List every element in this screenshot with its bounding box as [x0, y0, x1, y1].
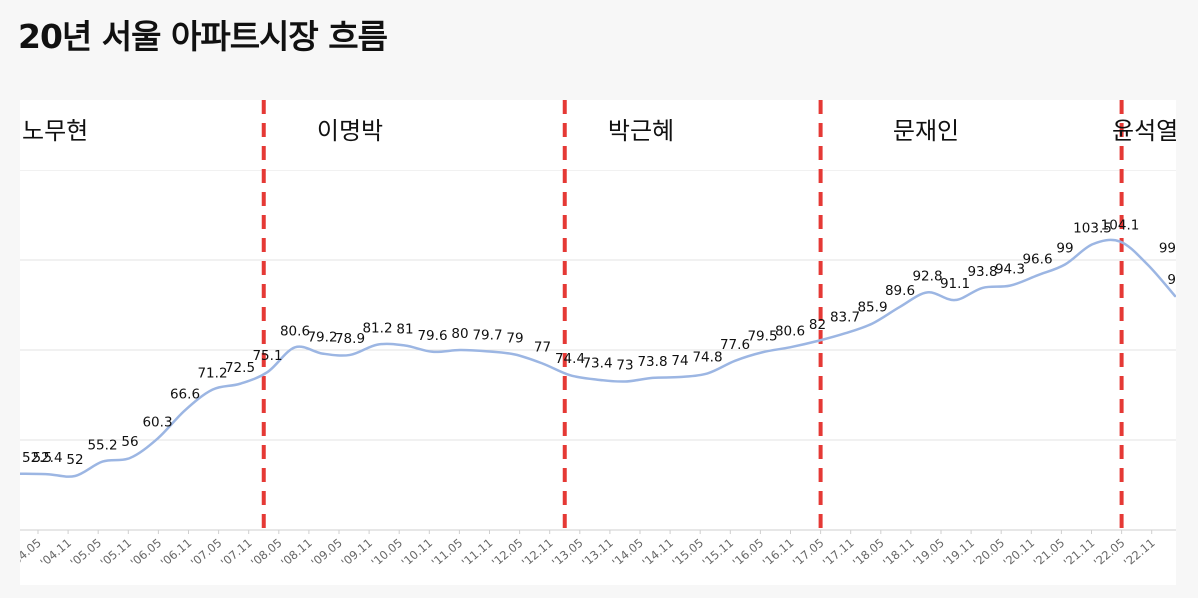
- data-label: 81: [396, 322, 413, 338]
- data-label: 83.7: [830, 309, 860, 325]
- data-label: 74.8: [692, 349, 722, 365]
- x-tick-label: '22.11: [1121, 536, 1158, 570]
- era-labels: 노무현 이명박 박근혜 문재인 윤석열: [22, 117, 1176, 145]
- x-tick-label: '16.05: [730, 536, 767, 570]
- x-tick-label: '05.11: [98, 536, 135, 570]
- gridlines: [20, 169, 1176, 531]
- era-dividers: [261, 100, 1124, 530]
- era-header: [20, 100, 1176, 170]
- data-label: 79.6: [417, 328, 447, 344]
- x-tick-label: '13.05: [549, 536, 586, 570]
- x-tick-label: '17.05: [790, 536, 827, 570]
- x-tick-label: '08.11: [278, 536, 315, 570]
- data-label: 104.1: [1101, 218, 1140, 234]
- x-tick-label: '07.11: [218, 536, 255, 570]
- era-label: 윤석열: [1112, 117, 1176, 145]
- data-label: 55.2: [87, 438, 117, 454]
- data-label: 82: [809, 317, 826, 333]
- page-title: 20년 서울 아파트시장 흐름: [18, 17, 388, 56]
- data-label: 74.4: [555, 351, 585, 367]
- x-axis: '04.05'04.11'05.05'05.11'06.05'06.11'07.…: [20, 530, 1158, 569]
- x-tick-label: '17.11: [820, 536, 857, 570]
- x-tick-label: '06.05: [128, 536, 165, 570]
- x-tick-label: '19.11: [940, 536, 977, 570]
- data-label: 91.1: [940, 276, 970, 292]
- data-label: 81.2: [362, 321, 392, 337]
- x-tick-label: '14.11: [639, 536, 676, 570]
- x-tick-label: '14.05: [609, 536, 646, 570]
- data-label: 72.5: [225, 360, 255, 376]
- data-label: 66.6: [170, 386, 200, 402]
- data-label: 80.6: [280, 323, 310, 339]
- x-tick-label: '10.11: [399, 536, 436, 570]
- data-label: 89.6: [885, 283, 915, 299]
- data-label: 71.2: [197, 366, 227, 382]
- series-line: [20, 238, 1176, 478]
- x-tick-label: '11.05: [429, 536, 466, 570]
- x-tick-label: '20.05: [970, 536, 1007, 570]
- data-label: 92.8: [912, 268, 942, 284]
- x-tick-label: '12.11: [519, 536, 556, 570]
- chart-panel: 노무현 이명박 박근혜 문재인 윤석열 52.5 52.4 52 55.2 56 60.3 66.6…: [20, 100, 1176, 585]
- x-tick-label: '12.05: [489, 536, 526, 570]
- data-label: 74: [671, 353, 688, 369]
- data-label: 77.6: [720, 337, 750, 353]
- data-label: 79.5: [747, 328, 777, 344]
- x-tick-label: '15.05: [669, 536, 706, 570]
- x-tick-label: '18.05: [850, 536, 887, 570]
- x-tick-label: '09.05: [308, 536, 345, 570]
- x-tick-label: '04.05: [20, 536, 44, 570]
- era-label: 이명박: [317, 117, 383, 145]
- x-tick-label: '09.11: [338, 536, 375, 570]
- data-label: 80.6: [775, 323, 805, 339]
- data-label: 73.4: [582, 356, 612, 372]
- x-tick-label: '18.11: [880, 536, 917, 570]
- x-tick-label: '08.05: [248, 536, 285, 570]
- era-label: 노무현: [22, 117, 88, 145]
- data-label: 79.2: [307, 330, 337, 346]
- x-tick-label: '05.05: [67, 536, 104, 570]
- era-header-band: [20, 100, 1176, 170]
- data-label: 79: [506, 331, 523, 347]
- data-label: 78.9: [335, 331, 365, 347]
- x-tick-label: '20.11: [1001, 536, 1038, 570]
- data-label: 52: [66, 452, 83, 468]
- x-tick-label: '21.11: [1061, 536, 1098, 570]
- series-line-path: [20, 238, 1176, 478]
- data-label: 96.6: [1022, 251, 1052, 267]
- data-label: 73: [616, 358, 633, 374]
- data-label: 77: [534, 340, 551, 356]
- data-label: 93.8: [967, 264, 997, 280]
- x-tick-label: '22.05: [1091, 536, 1128, 570]
- x-tick-label: '06.11: [158, 536, 195, 570]
- data-label: 52.4: [32, 450, 62, 466]
- x-tick-label: '04.11: [37, 536, 74, 570]
- x-tick-label: '11.11: [459, 536, 496, 570]
- data-label: 99: [1056, 241, 1073, 257]
- x-tick-label: '19.05: [910, 536, 947, 570]
- x-tick-label: '13.11: [579, 536, 616, 570]
- data-label: 103.5: [1073, 220, 1112, 236]
- data-label: 60.3: [142, 415, 172, 431]
- data-label: 99: [1159, 241, 1176, 257]
- data-label: 79.7: [472, 327, 502, 343]
- data-label: 75.1: [252, 348, 282, 364]
- data-label: 52.5: [22, 450, 52, 466]
- data-label: 73.8: [637, 354, 667, 370]
- data-label: 80: [451, 326, 468, 342]
- era-label: 박근혜: [608, 117, 674, 145]
- era-label: 문재인: [893, 117, 959, 145]
- data-label: 9: [1167, 272, 1176, 288]
- x-tick-label: '21.05: [1031, 536, 1068, 570]
- x-tick-label: '10.05: [368, 536, 405, 570]
- data-label: 85.9: [857, 299, 887, 315]
- data-label: 94.3: [995, 262, 1025, 278]
- x-tick-label: '15.11: [700, 536, 737, 570]
- x-tick-label: '16.11: [760, 536, 797, 570]
- x-tick-label: '07.05: [188, 536, 225, 570]
- data-label: 56: [121, 434, 138, 450]
